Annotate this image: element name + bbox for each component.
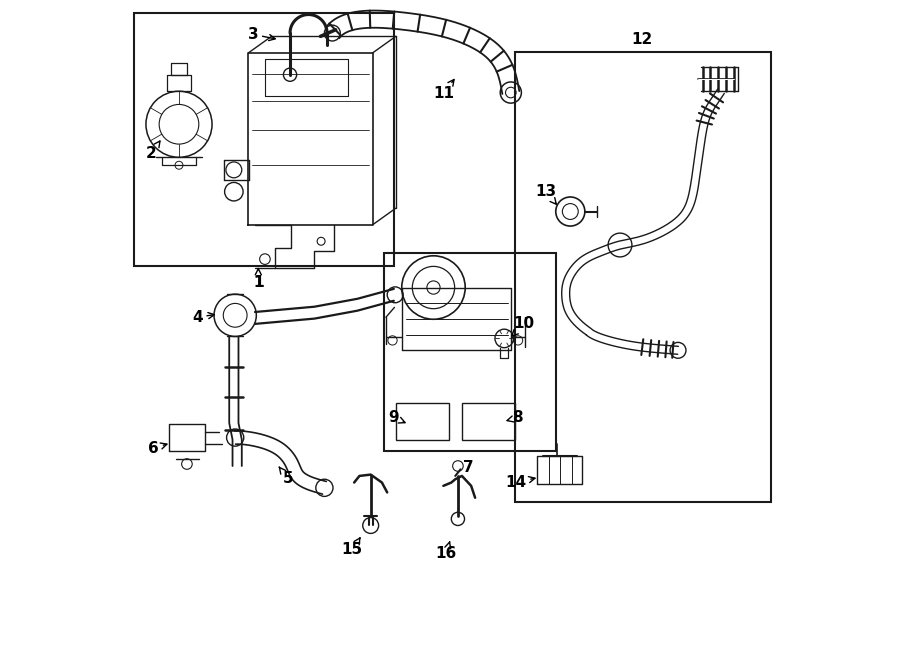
Bar	[384, 253, 556, 451]
Text: 2: 2	[146, 141, 160, 161]
Text: 12: 12	[631, 32, 652, 47]
Text: 14: 14	[506, 475, 535, 490]
Text: 1: 1	[253, 269, 264, 290]
Text: 1: 1	[253, 276, 264, 290]
Bar	[515, 52, 770, 502]
Text: 3: 3	[248, 27, 275, 42]
Text: 15: 15	[342, 538, 363, 557]
Text: 16: 16	[436, 542, 456, 561]
Text: 13: 13	[536, 184, 556, 204]
Text: 7: 7	[464, 461, 473, 475]
Bar	[462, 403, 515, 440]
Text: 6: 6	[148, 441, 166, 455]
Text: 8: 8	[507, 410, 523, 425]
Text: 5: 5	[279, 467, 293, 486]
Text: 11: 11	[433, 79, 454, 101]
Text: 4: 4	[193, 310, 214, 325]
Bar	[396, 403, 449, 440]
Bar	[134, 13, 394, 266]
Text: 10: 10	[512, 317, 535, 336]
Text: 9: 9	[389, 410, 405, 425]
